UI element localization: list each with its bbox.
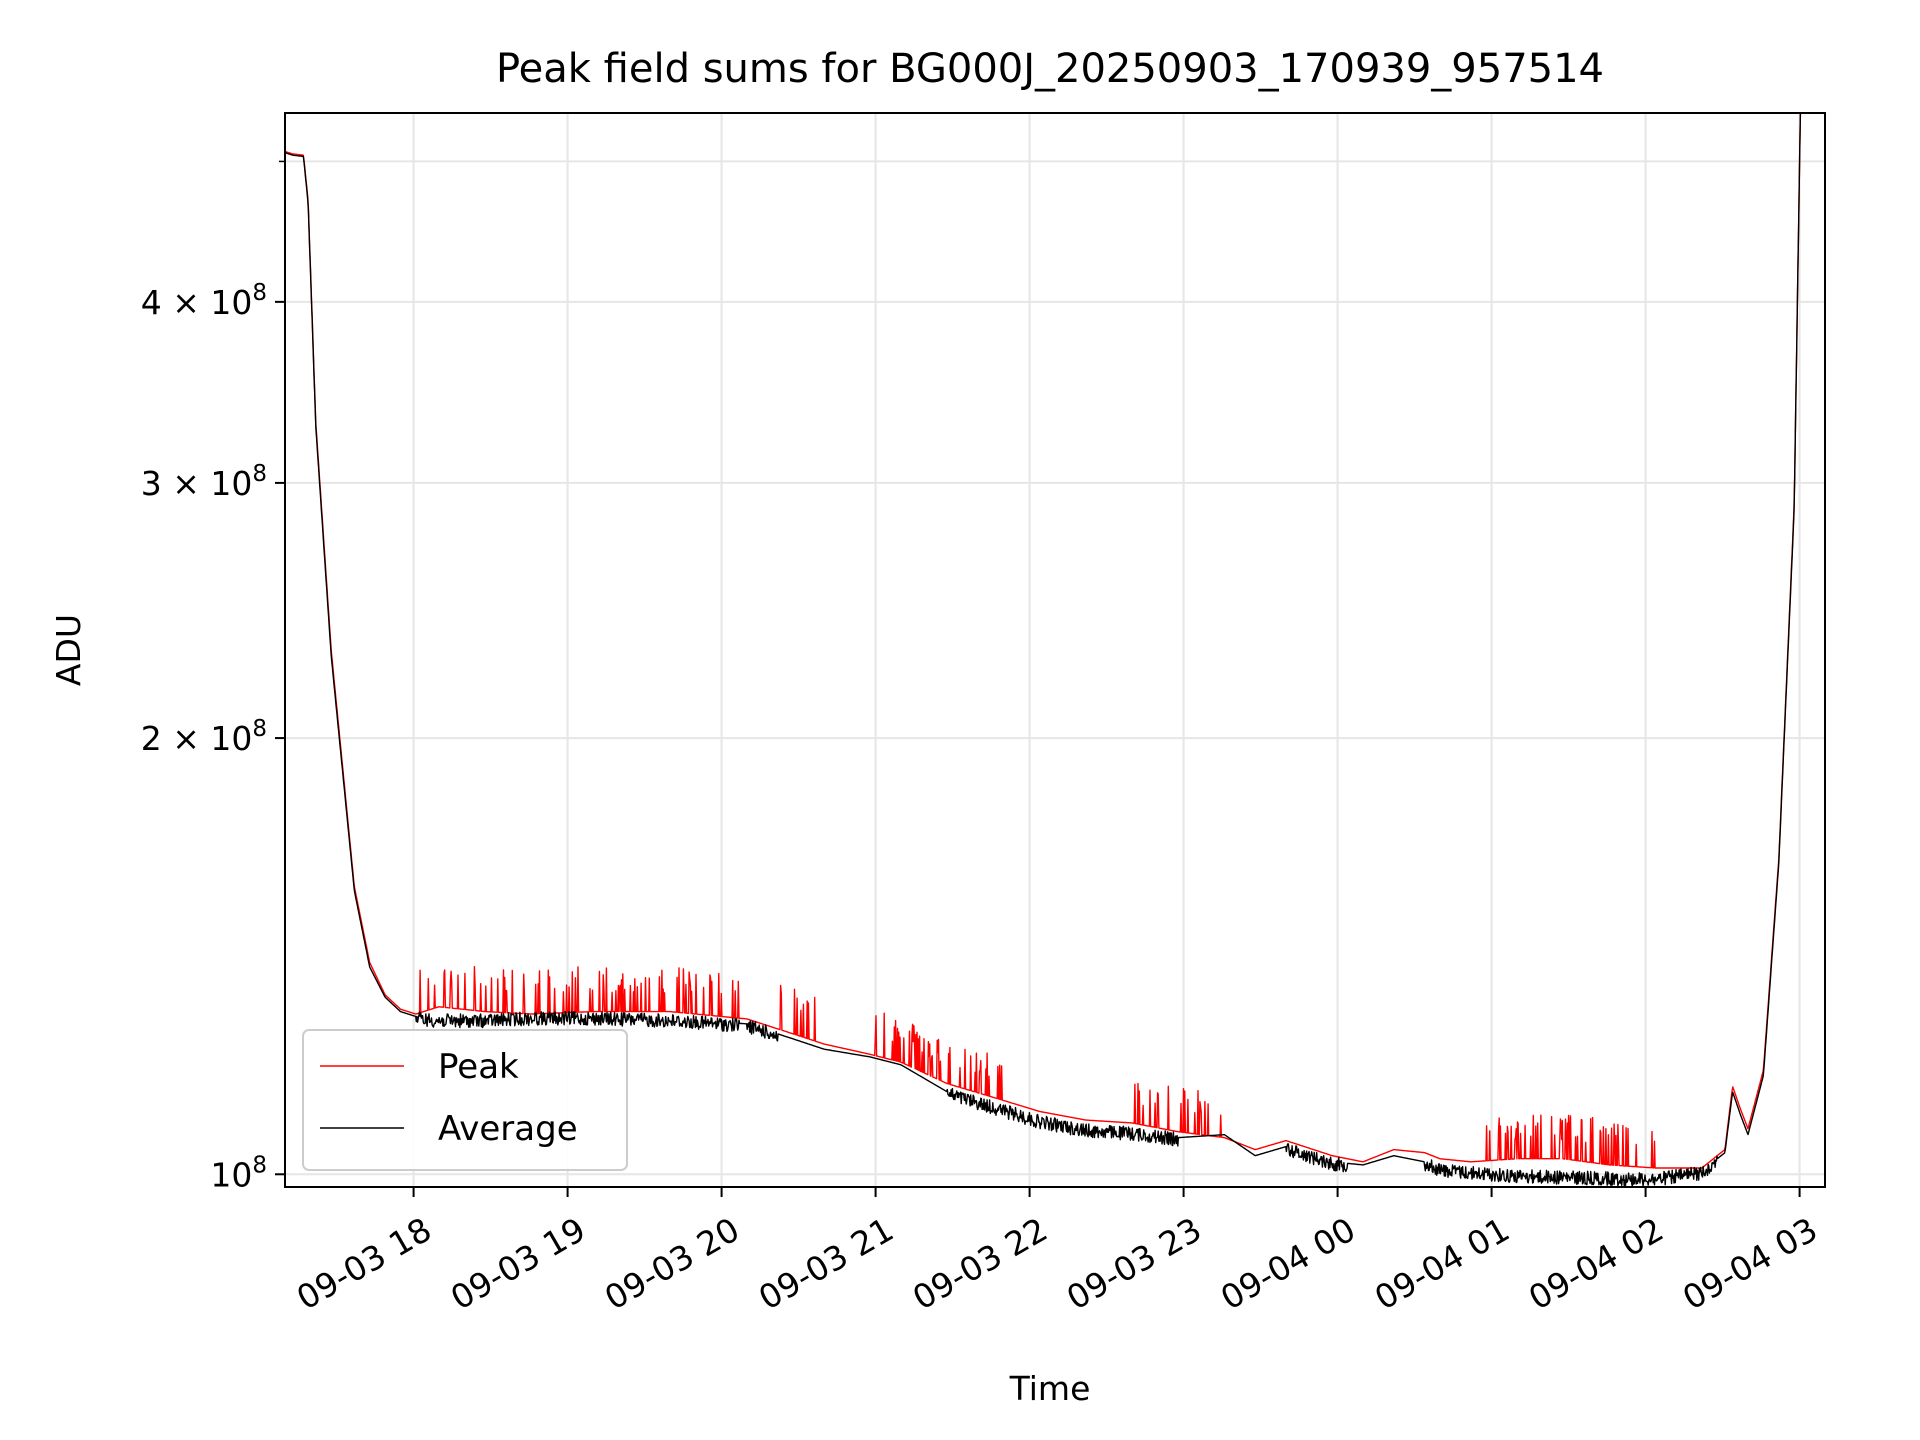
legend-label-peak: Peak [438,1047,519,1087]
legend: Peak Average [302,1029,628,1171]
legend-box [302,1029,628,1171]
plot-frame [284,112,1826,1188]
legend-label-average: Average [438,1109,578,1149]
y-axis-label: ADU [49,614,88,686]
series-line-average [285,113,1802,1187]
grid-lines [285,113,1825,1187]
y-axis: 108 2 × 108 3 × 108 4 × 108 [141,160,285,1194]
y-tick-label: 4 × 108 [141,280,267,322]
y-tick-label: 2 × 108 [141,716,267,758]
y-tick-label: 108 [210,1152,267,1194]
chart-title: Peak field sums for BG000J_20250903_1709… [496,46,1604,92]
series-layer [285,113,1802,1187]
series-line-peak [285,113,1802,1169]
y-tick-label: 3 × 108 [141,461,267,503]
x-axis-label: Time [1009,1369,1091,1408]
